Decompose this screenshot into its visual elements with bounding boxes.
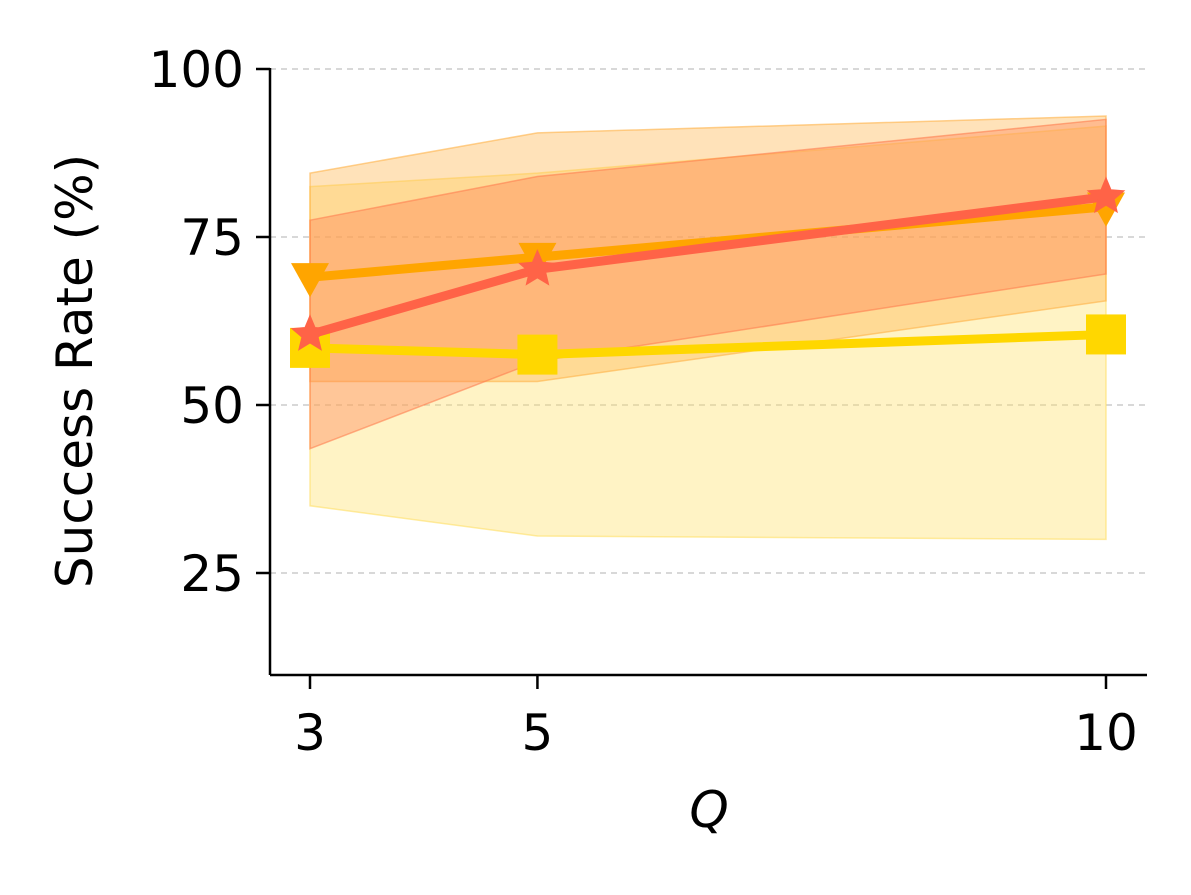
marker-square-5 (517, 334, 558, 375)
y-tick-label-100: 100 (149, 41, 244, 99)
x-tick-label-10: 10 (1074, 704, 1138, 762)
marker-star-10 (1086, 176, 1126, 214)
y-tick-label-75: 75 (180, 209, 244, 267)
confidence-band-star (309, 118, 1107, 450)
x-tick-label-3: 3 (294, 704, 326, 762)
x-tick-label-5: 5 (522, 704, 554, 762)
series-square (290, 314, 1126, 375)
y-tick-label-25: 25 (180, 545, 244, 603)
tick-layer: 25 50 75 100 3 5 10 (149, 41, 1138, 762)
x-axis-title: Q (689, 781, 728, 839)
grid-layer (270, 68, 1147, 574)
marker-square-10 (1086, 314, 1126, 355)
series-layer (290, 176, 1126, 375)
marker-star-3 (290, 314, 330, 351)
marker-star-5 (518, 249, 557, 286)
y-tick-label-50: 50 (180, 377, 244, 435)
confidence-band-square (309, 125, 1107, 541)
series-star (290, 176, 1126, 351)
band-layer (309, 115, 1107, 541)
y-axis-title: Success Rate (%) (46, 154, 104, 588)
marker-triangle-down-3 (291, 263, 329, 298)
